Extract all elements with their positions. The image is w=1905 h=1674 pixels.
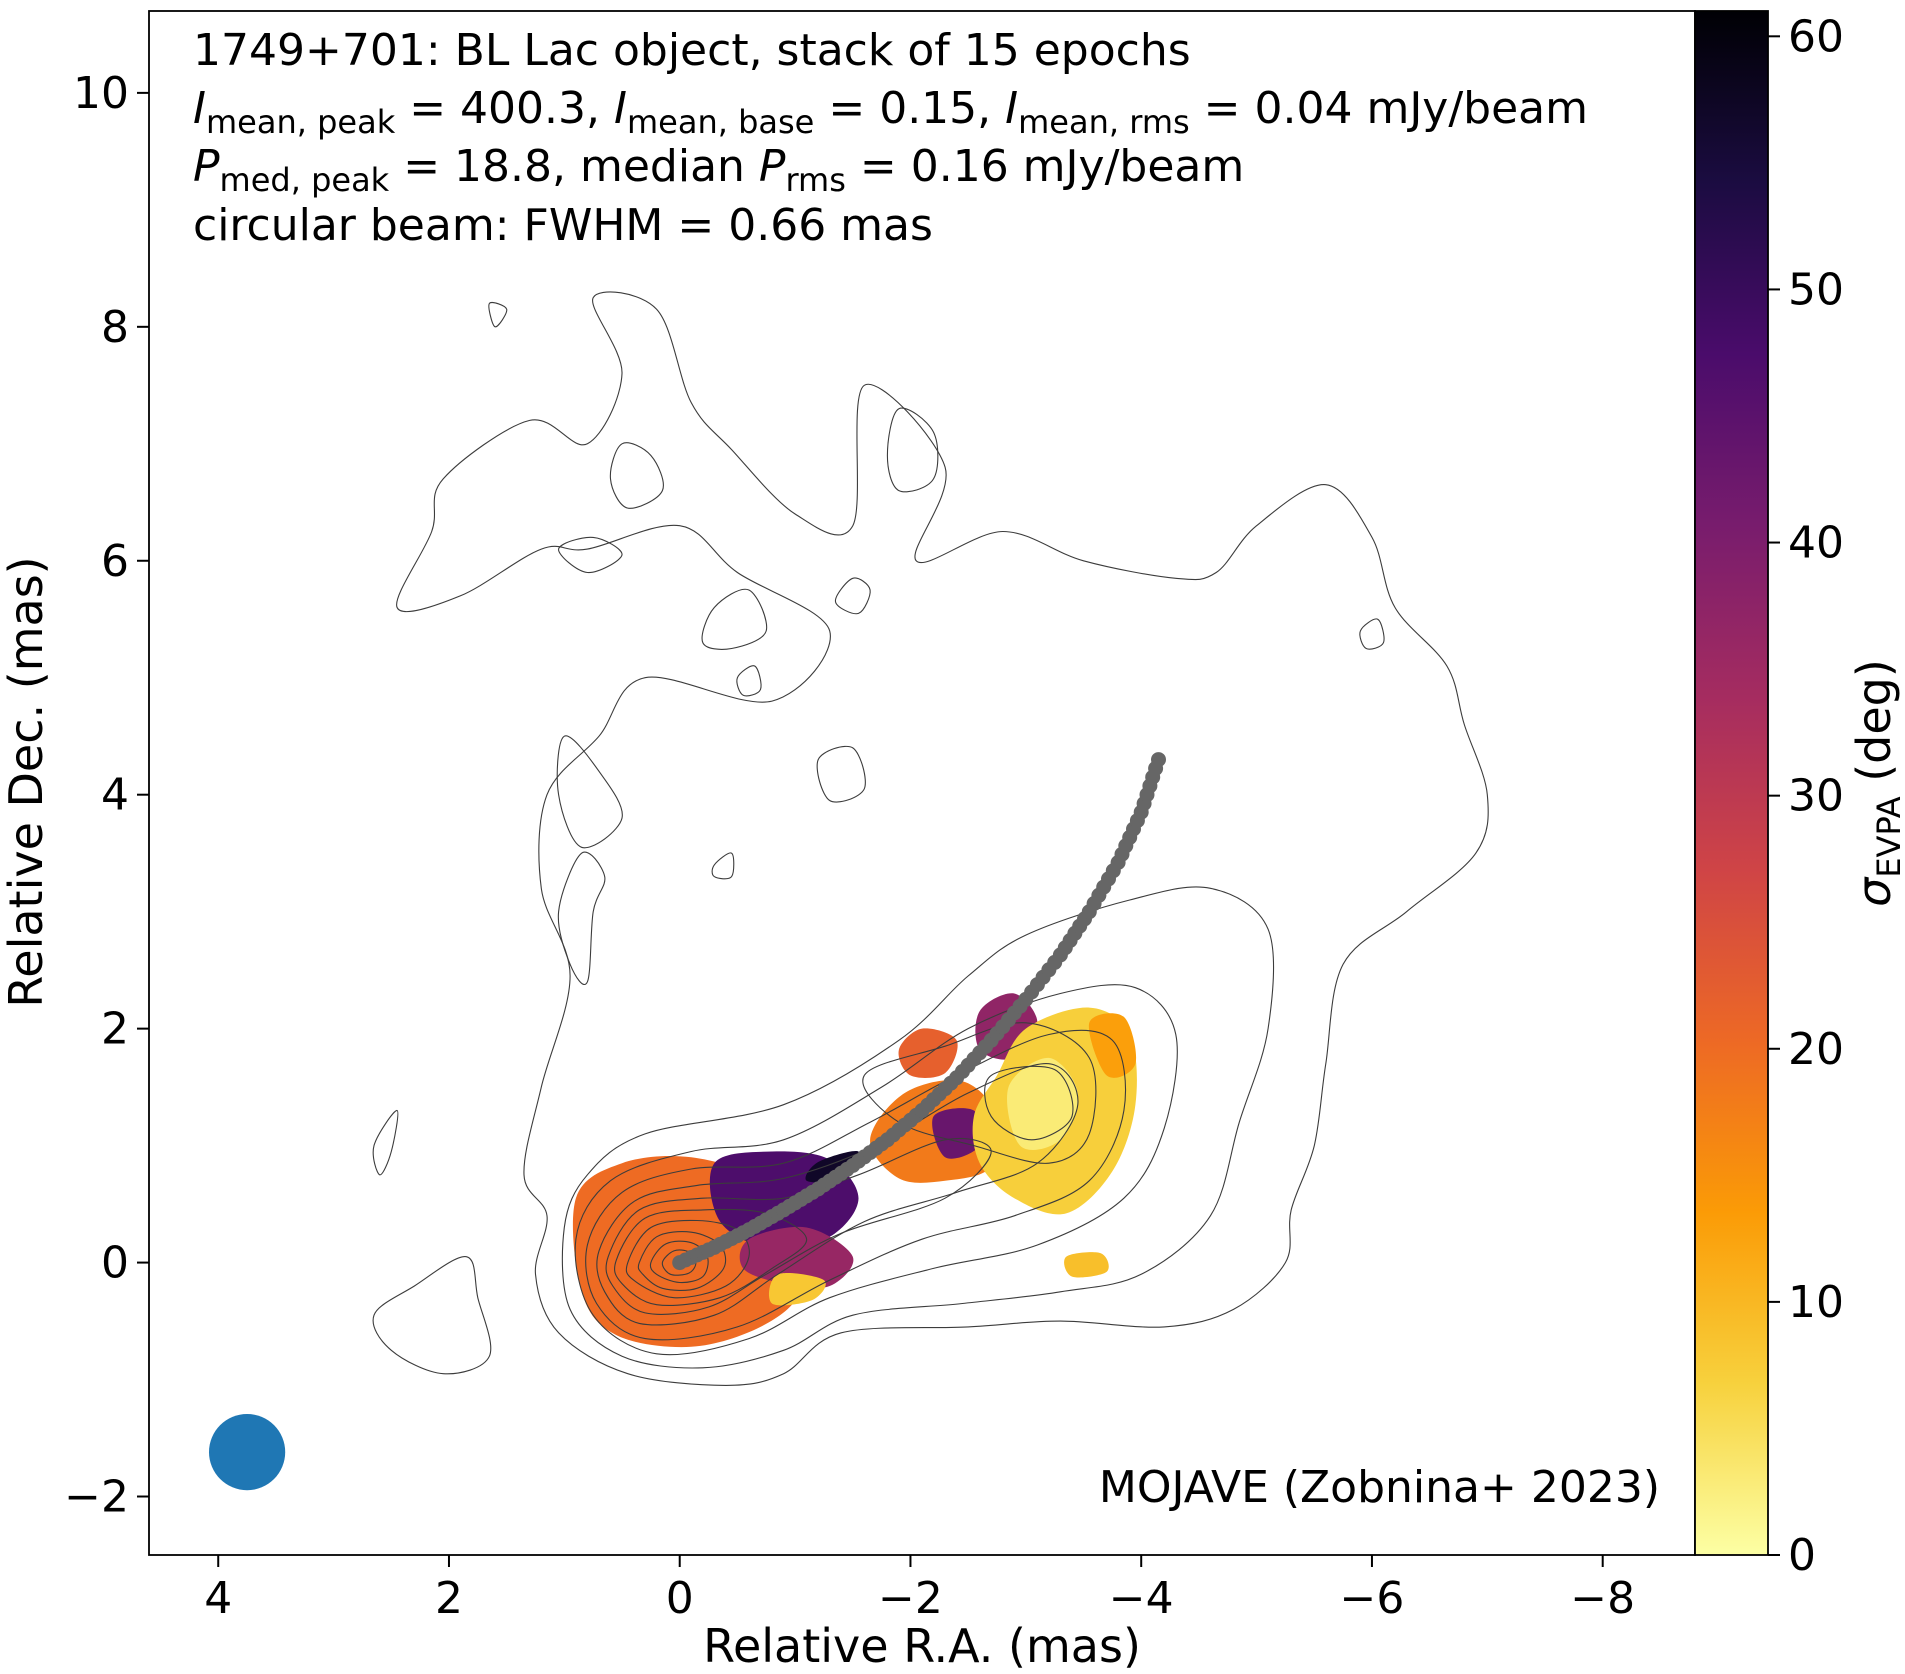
beam-ellipse (209, 1414, 286, 1491)
colorbar-tick-label: 10 (1788, 1277, 1844, 1328)
contour-9 (637, 1231, 727, 1291)
text-part: I (193, 83, 206, 134)
x-tick-label: −6 (1340, 1573, 1405, 1624)
colorbar-tick-label: 30 (1788, 771, 1844, 822)
contour-4 (585, 1029, 1126, 1341)
pol-region-core-south-knot (768, 1272, 826, 1306)
colorbar-label-part: σ (1847, 876, 1901, 907)
colorbar-tick-label: 20 (1788, 1024, 1844, 1075)
island-4 (558, 536, 623, 574)
beam-marker (209, 1414, 286, 1491)
annotation-line-3: Pmed, peak = 18.8, median Prms = 0.16 mJ… (193, 141, 1244, 199)
text-part: med, peak (220, 161, 390, 199)
annotation-line-2: Imean, peak = 400.3, Imean, base = 0.15,… (193, 83, 1588, 141)
contour-1 (396, 291, 1489, 1386)
text-part: = 400.3, (395, 83, 614, 134)
island-3 (886, 407, 939, 493)
colorbar-label-part: EVPA (1870, 796, 1905, 877)
y-axis-label: Relative Dec. (mas) (0, 556, 53, 1007)
colorbar-tick-label: 0 (1788, 1530, 1816, 1581)
mid-contour-a (862, 1022, 1097, 1164)
text-part: mean, peak (206, 103, 396, 141)
ridge-point (1151, 752, 1166, 768)
island-14 (372, 1256, 492, 1375)
island-10 (736, 665, 762, 697)
pol-region-small-knot (1064, 1252, 1109, 1278)
text-part: = 18.8, median (389, 141, 759, 192)
contour-2 (561, 886, 1275, 1369)
mid-contour-b (984, 1065, 1074, 1141)
pol-region-orange-lobe-edge (1088, 1013, 1137, 1078)
y-tick-label: 6 (101, 536, 129, 587)
x-tick-label: −2 (878, 1573, 943, 1624)
annotation-block: 1749+701: BL Lac object, stack of 15 epo… (193, 25, 1588, 251)
contour-5 (596, 1063, 1079, 1326)
x-axis-label: Relative R.A. (mas) (703, 1619, 1141, 1673)
pol-region-mid-jet-north (898, 1028, 958, 1078)
ridgeline (672, 752, 1166, 1271)
y-tick-label: 10 (73, 68, 129, 119)
annotation-line-4: circular beam: FWHM = 0.66 mas (193, 200, 933, 251)
credit-text: MOJAVE (Zobnina+ 2023) (1099, 1462, 1660, 1513)
contour-3 (574, 984, 1178, 1356)
plot-area (209, 291, 1489, 1491)
text-part: mean, rms (1018, 103, 1190, 141)
y-tick-label: 8 (101, 302, 129, 353)
colorbar-tick-label: 50 (1788, 264, 1844, 315)
island-5 (834, 577, 871, 615)
annotation-line-1: 1749+701: BL Lac object, stack of 15 epo… (193, 25, 1191, 76)
text-part: mean, base (627, 103, 814, 141)
pol-region-yellow-lobe-core (1007, 1057, 1079, 1150)
text-part: P (193, 141, 220, 192)
y-tick-label: 2 (101, 1004, 129, 1055)
y-tick-label: 0 (101, 1238, 129, 1289)
y-tick-label: −2 (64, 1472, 129, 1523)
text-part: = 0.16 mJy/beam (846, 141, 1244, 192)
x-tick-label: −8 (1570, 1573, 1635, 1624)
intensity-contours (372, 291, 1489, 1386)
colorbar-tick-label: 60 (1788, 11, 1844, 62)
y-axis: −2 0 2 4 6 8 10 (64, 68, 149, 1523)
text-part: P (759, 141, 786, 192)
island-8 (556, 735, 623, 849)
island-2 (609, 442, 664, 509)
text-part: rms (785, 161, 845, 199)
colorbar: 0 10 20 30 40 50 60 σEVPA (deg) (1694, 10, 1905, 1581)
colorbar-ticks: 0 10 20 30 40 50 60 (1768, 11, 1844, 1581)
island-1 (488, 302, 508, 328)
island-7 (1359, 618, 1385, 650)
pol-region-purple-mid (932, 1108, 983, 1159)
contour-10 (649, 1240, 709, 1284)
contour-6 (605, 1138, 992, 1315)
island-9 (816, 745, 866, 803)
x-axis: 4 2 0 −2 −4 −6 −8 (204, 1555, 1635, 1624)
x-tick-label: 0 (666, 1573, 694, 1624)
text-part: I (1005, 83, 1018, 134)
text-part: = 0.15, (814, 83, 1005, 134)
island-11 (557, 851, 606, 985)
colorbar-tick-label: 40 (1788, 518, 1844, 569)
island-6 (701, 588, 768, 650)
contour-7 (614, 1208, 808, 1306)
colorbar-label-part: (deg) (1847, 659, 1901, 796)
text-part: = 0.04 mJy/beam (1190, 83, 1588, 134)
island-13 (372, 1109, 399, 1176)
island-12 (711, 852, 735, 880)
colorbar-label: σEVPA (deg) (1847, 659, 1905, 907)
contour-8 (625, 1219, 750, 1299)
text-part: I (614, 83, 627, 134)
colorbar-bar (1694, 10, 1769, 1556)
x-tick-label: 4 (204, 1573, 232, 1624)
x-tick-label: 2 (435, 1573, 463, 1624)
x-tick-label: −4 (1109, 1573, 1174, 1624)
y-tick-label: 4 (101, 770, 129, 821)
